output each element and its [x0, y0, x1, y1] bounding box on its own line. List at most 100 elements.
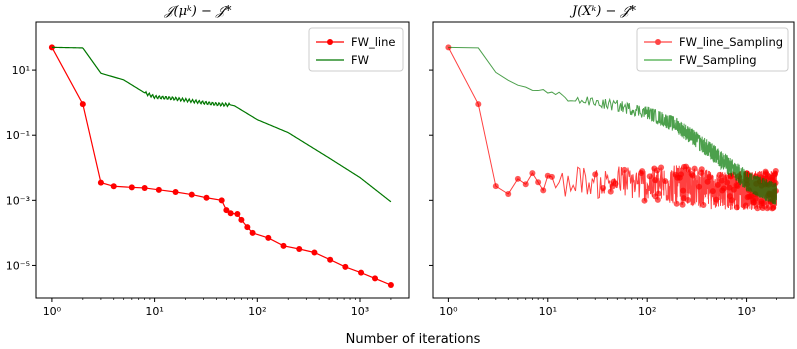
data-point: [141, 184, 148, 191]
data-point: [685, 166, 692, 173]
data-point: [97, 179, 104, 186]
panel-right: J(Xᵏ) − 𝒥* 10⁰ 10¹ 10² 10³ FW_line_Sampling…: [429, 4, 795, 318]
x-tick-label: 10³: [737, 305, 755, 318]
data-point: [742, 202, 749, 209]
data-point: [548, 173, 555, 180]
data-point: [689, 172, 696, 179]
data-point: [691, 165, 698, 172]
data-point: [696, 183, 703, 190]
left-title: 𝒥(μᵏ) − 𝒥*: [164, 4, 232, 19]
right-legend-label-fw-sampling: FW_Sampling: [679, 53, 757, 67]
data-point: [759, 205, 766, 212]
series-line: [51, 46, 392, 203]
data-point: [280, 242, 287, 249]
left-legend-marker-fwline: [327, 39, 333, 45]
right-axes-frame: [432, 21, 795, 299]
data-point: [718, 177, 725, 184]
data-point: [658, 164, 665, 171]
y-tick-label: 10⁻¹: [6, 129, 30, 142]
data-point: [249, 229, 256, 236]
data-point: [655, 190, 662, 197]
panel-left: 𝒥(μᵏ) − 𝒥* 10⁰ 10¹ 10² 10³ 10¹10⁻¹10⁻³10⁻⁵ …: [6, 4, 410, 318]
data-point: [234, 211, 241, 218]
x-tick-label: 10⁰: [439, 305, 458, 318]
data-point: [227, 210, 234, 217]
data-point: [733, 204, 740, 211]
data-point: [770, 204, 777, 211]
x-tick-label: 10²: [638, 305, 656, 318]
data-point: [652, 177, 659, 184]
data-point: [662, 178, 669, 185]
data-point: [522, 181, 529, 188]
right-legend: FW_line_Sampling FW_Sampling: [636, 27, 789, 72]
right-legend-marker-fwline-sampling: [655, 39, 661, 45]
right-y-ticks: [429, 69, 433, 266]
data-point: [155, 186, 162, 193]
data-point: [713, 196, 720, 203]
data-point: [514, 175, 521, 182]
data-point: [188, 191, 195, 198]
left-y-ticks: 10¹ 10⁻¹ 10⁻³ 10⁻⁵: [6, 64, 36, 272]
left-legend: FW_line FW: [308, 27, 404, 72]
data-point: [607, 188, 614, 195]
left-legend-label-fw: FW: [351, 53, 369, 67]
data-point: [679, 201, 686, 208]
data-point: [760, 200, 767, 207]
data-point: [764, 205, 771, 212]
data-point: [700, 201, 707, 208]
data-point: [128, 184, 135, 191]
y-tick-label: 10⁻⁵: [6, 259, 30, 272]
right-legend-label-fwline-sampling: FW_line_Sampling: [679, 35, 783, 49]
x-tick-label: 10³: [351, 305, 369, 318]
data-point: [772, 168, 779, 175]
x-tick-label: 10²: [248, 305, 266, 318]
right-plot-area: [445, 44, 779, 212]
data-point: [728, 197, 735, 204]
series-FW_Sampling: [448, 46, 777, 205]
data-point: [678, 171, 685, 178]
y-tick-label: 10¹: [12, 64, 30, 77]
left-legend-label-fwline: FW_line: [351, 35, 396, 49]
data-point: [387, 282, 394, 289]
x-axis-label: Number of iterations: [346, 332, 481, 347]
data-point: [646, 173, 653, 180]
data-point: [505, 190, 512, 197]
data-point: [654, 196, 661, 203]
series-FW_line: [48, 44, 394, 289]
data-point: [639, 168, 646, 175]
x-tick-label: 10¹: [539, 305, 557, 318]
data-point: [641, 197, 648, 204]
data-point: [48, 44, 55, 51]
data-point: [726, 184, 733, 191]
data-point: [714, 181, 721, 188]
data-point: [592, 171, 599, 178]
data-point: [612, 180, 619, 187]
data-point: [238, 216, 245, 223]
data-point: [475, 101, 482, 108]
data-point: [685, 196, 692, 203]
data-point: [265, 234, 272, 241]
data-point: [203, 194, 210, 201]
right-title: J(Xᵏ) − 𝒥*: [569, 4, 636, 19]
data-point: [600, 185, 607, 192]
data-point: [327, 256, 334, 263]
data-point: [716, 171, 723, 178]
series-line: [448, 46, 777, 205]
data-point: [535, 179, 542, 186]
data-point: [342, 263, 349, 270]
left-x-ticks: 10⁰ 10¹ 10² 10³: [43, 298, 392, 318]
right-x-ticks: 10⁰ 10¹ 10² 10³: [439, 298, 777, 318]
left-axes-frame: [35, 21, 410, 299]
data-point: [311, 249, 318, 256]
data-point: [754, 205, 761, 212]
data-point: [724, 179, 731, 186]
x-tick-label: 10⁰: [43, 305, 62, 318]
data-point: [529, 170, 536, 177]
data-point: [680, 187, 687, 194]
data-point: [218, 197, 225, 204]
data-point: [752, 195, 759, 202]
data-point: [172, 189, 179, 196]
data-point: [492, 183, 499, 190]
data-point: [698, 166, 705, 173]
data-point: [296, 245, 303, 252]
